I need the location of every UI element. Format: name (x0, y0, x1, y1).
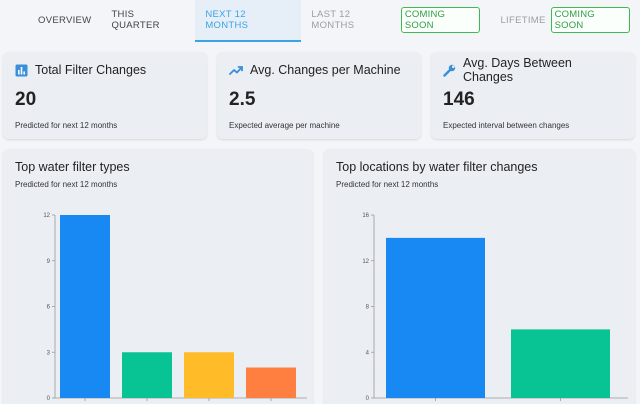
bar[interactable] (184, 352, 234, 398)
bar[interactable] (60, 215, 110, 398)
stat-subtitle: Expected average per machine (229, 121, 340, 130)
y-tick-label: 4 (366, 350, 370, 356)
tab-last-12-months-label: Last 12 Months (311, 9, 355, 31)
bar[interactable] (386, 237, 485, 398)
bar[interactable] (122, 352, 172, 398)
trending-up-icon (229, 66, 243, 75)
y-tick-label: 3 (47, 350, 51, 356)
bar-chart-top-locations: 0 4 8 12 16 (362, 213, 628, 402)
y-tick-label: 6 (47, 305, 51, 311)
stat-subtitle: Predicted for next 12 months (15, 121, 118, 130)
stat-card-total-filter-changes: Total Filter Changes 20 Predicted for ne… (3, 52, 207, 139)
stat-title: Total Filter Changes (35, 63, 147, 77)
tab-lifetime-label: Lifetime (500, 14, 546, 26)
chart-subtitle: Predicted for next 12 months (336, 180, 439, 189)
stat-value: 20 (15, 89, 37, 110)
y-tick-label: 8 (366, 305, 370, 311)
y-tick-label: 16 (362, 213, 369, 219)
stat-title: Avg. Days Between Changes (463, 56, 572, 84)
bar[interactable] (246, 367, 296, 399)
tab-this-quarter[interactable]: This Quarter (111, 9, 160, 31)
stat-title: Avg. Changes per Machine (250, 63, 401, 77)
coming-soon-badge: COMING SOON (400, 7, 481, 33)
tab-last-12-months[interactable]: Last 12 Months COMING SOON (301, 0, 490, 42)
stat-subtitle: Expected interval between changes (443, 121, 570, 130)
stat-value: 146 (443, 89, 475, 110)
chart-card-top-locations: Top locations by water filter changes Pr… (324, 149, 635, 404)
chart-title: Top water filter types (15, 160, 130, 174)
bar[interactable] (511, 329, 610, 398)
chart-title: Top locations by water filter changes (336, 160, 538, 174)
stat-card-avg-changes-per-machine: Avg. Changes per Machine 2.5 Expected av… (217, 52, 421, 139)
y-tick-label: 12 (43, 213, 50, 219)
y-tick-label: 0 (366, 396, 370, 402)
bar-chart-icon (15, 64, 28, 76)
y-tick-label: 9 (47, 259, 51, 265)
coming-soon-badge: COMING SOON (550, 7, 631, 33)
stat-value: 2.5 (229, 89, 256, 110)
tab-next-12-months[interactable]: Next 12 Months (195, 0, 302, 42)
y-tick-label: 0 (47, 396, 51, 402)
stat-card-avg-days-between-changes: Avg. Days Between Changes 146 Expected i… (431, 52, 635, 139)
y-tick-label: 12 (362, 259, 369, 265)
chart-card-water-filter-types: Top water filter types Predicted for nex… (3, 149, 313, 404)
tab-lifetime[interactable]: Lifetime COMING SOON (490, 0, 640, 42)
tab-overview[interactable]: Overview (38, 14, 92, 26)
bar-chart-water-filter-types: 0 3 6 9 12 (43, 213, 307, 402)
wrench-icon (443, 64, 456, 77)
chart-subtitle: Predicted for next 12 months (15, 180, 118, 189)
tab-bar: Overview This Quarter Next 12 Months Las… (0, 0, 640, 42)
